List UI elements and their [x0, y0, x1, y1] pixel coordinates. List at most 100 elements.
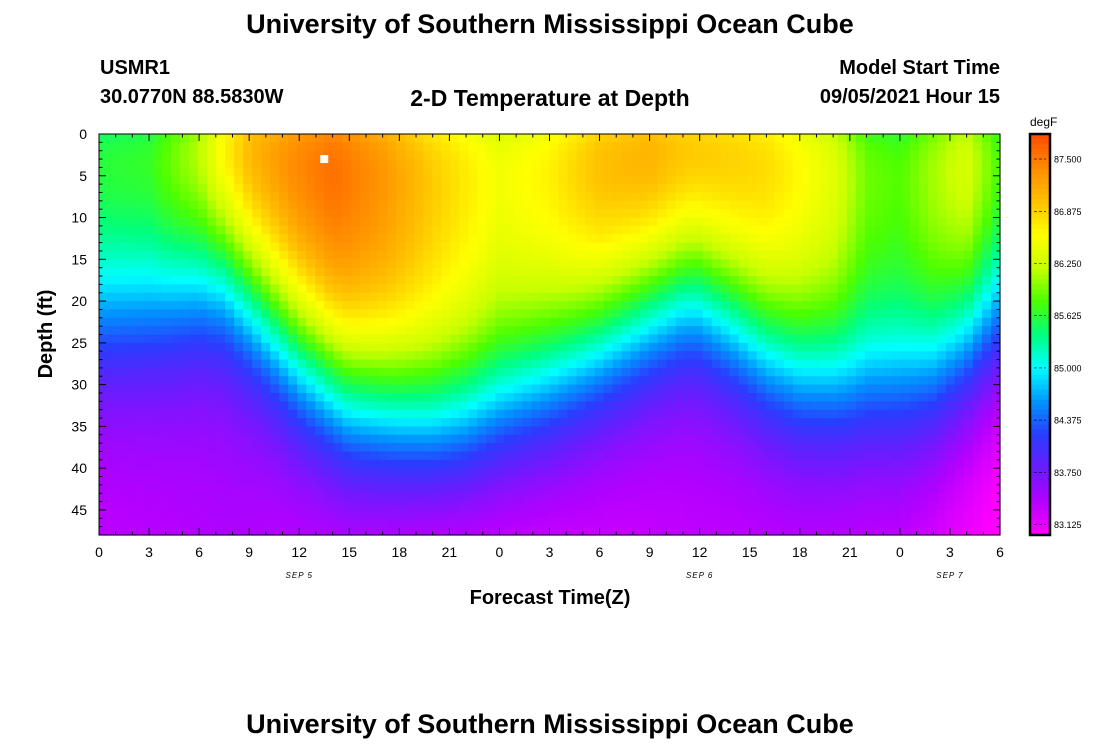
- heatmap-cell: [207, 250, 217, 260]
- heatmap-cell: [315, 493, 325, 503]
- heatmap-cell: [270, 434, 280, 444]
- heatmap-cell: [513, 284, 524, 294]
- heatmap-cell: [144, 167, 154, 177]
- heatmap-cell: [396, 267, 406, 277]
- heatmap-cell: [234, 484, 244, 494]
- heatmap-cell: [108, 209, 118, 219]
- heatmap-cell: [549, 493, 560, 503]
- heatmap-cell: [504, 309, 515, 319]
- heatmap-cell: [945, 217, 956, 227]
- heatmap-cell: [162, 217, 172, 227]
- heatmap-cell: [279, 409, 289, 419]
- heatmap-cell: [900, 317, 911, 327]
- heatmap-cell: [729, 142, 740, 152]
- heatmap-cell: [297, 259, 307, 269]
- heatmap-cell: [747, 301, 758, 311]
- heatmap-cell: [603, 217, 614, 227]
- heatmap-cell: [855, 326, 866, 336]
- heatmap-cell: [693, 242, 704, 252]
- heatmap-cell: [792, 150, 803, 160]
- heatmap-cell: [936, 225, 947, 235]
- heatmap-cell: [675, 317, 686, 327]
- heatmap-cell: [981, 184, 992, 194]
- heatmap-cell: [189, 167, 199, 177]
- heatmap-cell: [972, 351, 983, 361]
- heatmap-cell: [873, 484, 884, 494]
- heatmap-cell: [279, 334, 289, 344]
- heatmap-cell: [108, 376, 118, 386]
- heatmap-cell: [531, 250, 542, 260]
- heatmap-cell: [108, 401, 118, 411]
- heatmap-cell: [927, 217, 938, 227]
- heatmap-cell: [684, 459, 695, 469]
- heatmap-cell: [396, 284, 406, 294]
- heatmap-cell: [270, 418, 280, 427]
- heatmap-cell: [540, 150, 551, 160]
- heatmap-cell: [261, 434, 271, 444]
- heatmap-cell: [306, 225, 316, 235]
- heatmap-cell: [324, 317, 334, 327]
- heatmap-cell: [837, 301, 848, 311]
- heatmap-cell: [684, 326, 695, 336]
- heatmap-cell: [819, 518, 830, 528]
- heatmap-cell: [675, 509, 686, 519]
- heatmap-cell: [648, 317, 659, 327]
- heatmap-cell: [576, 225, 587, 235]
- heatmap-cell: [117, 509, 127, 519]
- heatmap-cell: [414, 317, 424, 327]
- heatmap-cell: [594, 351, 605, 361]
- heatmap-cell: [441, 418, 451, 427]
- heatmap-cell: [729, 242, 740, 252]
- heatmap-cell: [441, 284, 451, 294]
- heatmap-cell: [765, 192, 776, 202]
- heatmap-cell: [549, 501, 560, 511]
- heatmap-cell: [792, 159, 803, 169]
- heatmap-cell: [981, 317, 992, 327]
- heatmap-cell: [630, 342, 641, 352]
- heatmap-cell: [657, 334, 668, 344]
- heatmap-cell: [441, 501, 451, 511]
- heatmap-cell: [351, 476, 361, 486]
- heatmap-cell: [171, 351, 181, 361]
- heatmap-cell: [180, 334, 190, 344]
- heatmap-cell: [468, 242, 479, 252]
- heatmap-cell: [180, 234, 190, 244]
- heatmap-cell: [279, 225, 289, 235]
- heatmap-cell: [684, 225, 695, 235]
- heatmap-cell: [468, 159, 479, 169]
- heatmap-cell: [117, 167, 127, 177]
- heatmap-cell: [171, 142, 181, 152]
- heatmap-cell: [909, 284, 920, 294]
- heatmap-cell: [108, 200, 118, 210]
- heatmap-cell: [810, 192, 821, 202]
- heatmap-cell: [513, 317, 524, 327]
- heatmap-cell: [801, 225, 812, 235]
- heatmap-cell: [450, 418, 460, 427]
- heatmap-cell: [900, 234, 911, 244]
- heatmap-cell: [288, 392, 298, 402]
- heatmap-cell: [639, 468, 650, 478]
- heatmap-cell: [810, 392, 821, 402]
- heatmap-cell: [117, 418, 127, 427]
- heatmap-cell: [675, 493, 686, 503]
- heatmap-cell: [405, 167, 415, 177]
- heatmap-cell: [810, 518, 821, 528]
- heatmap-cell: [108, 301, 118, 311]
- heatmap-cell: [765, 434, 776, 444]
- heatmap-cell: [981, 259, 992, 269]
- heatmap-cell: [315, 459, 325, 469]
- heatmap-cell: [612, 309, 623, 319]
- heatmap-cell: [135, 225, 145, 235]
- heatmap-cell: [621, 418, 632, 427]
- heatmap-cell: [783, 384, 794, 394]
- heatmap-cell: [144, 192, 154, 202]
- heatmap-cell: [558, 334, 569, 344]
- heatmap-cell: [414, 468, 424, 478]
- heatmap-cell: [693, 150, 704, 160]
- heatmap-cell: [558, 426, 569, 436]
- heatmap-cell: [225, 326, 235, 336]
- heatmap-cell: [378, 509, 388, 519]
- heatmap-cell: [288, 309, 298, 319]
- heatmap-cell: [792, 209, 803, 219]
- heatmap-cell: [360, 376, 370, 386]
